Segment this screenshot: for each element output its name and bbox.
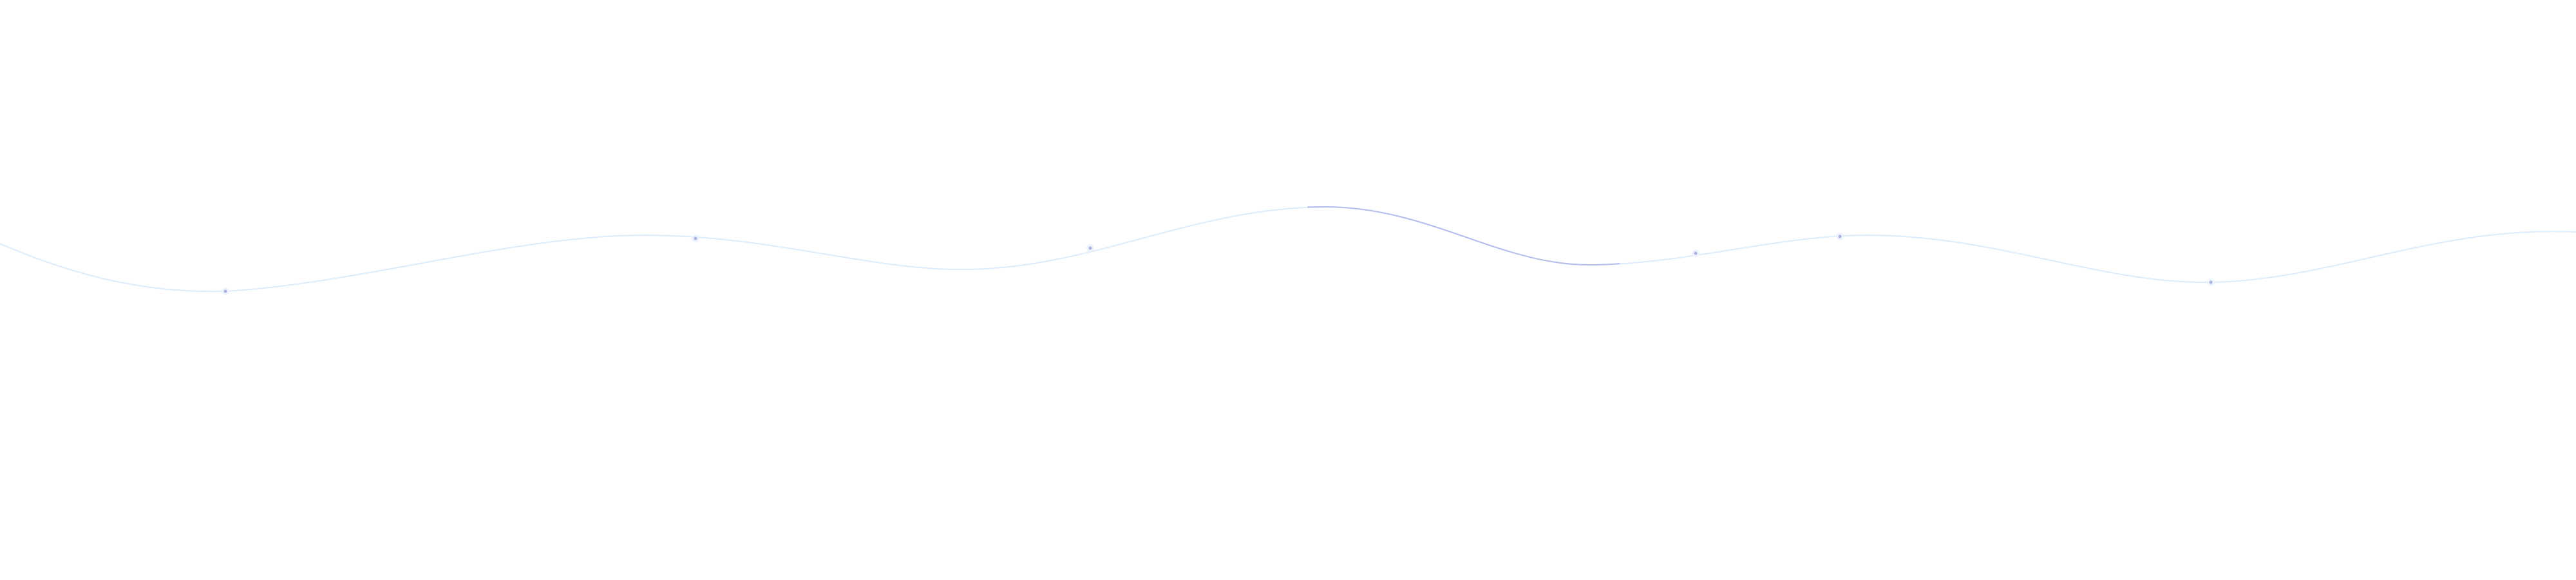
dot-marker (1088, 246, 1092, 250)
dot-marker (694, 237, 697, 240)
dot-marker (223, 289, 227, 293)
dot-marker (1694, 251, 1698, 255)
dot-marker (1838, 235, 1842, 238)
wave-line (0, 206, 2576, 293)
dot-marker (2209, 280, 2213, 284)
wave-highlight (1307, 206, 1620, 266)
